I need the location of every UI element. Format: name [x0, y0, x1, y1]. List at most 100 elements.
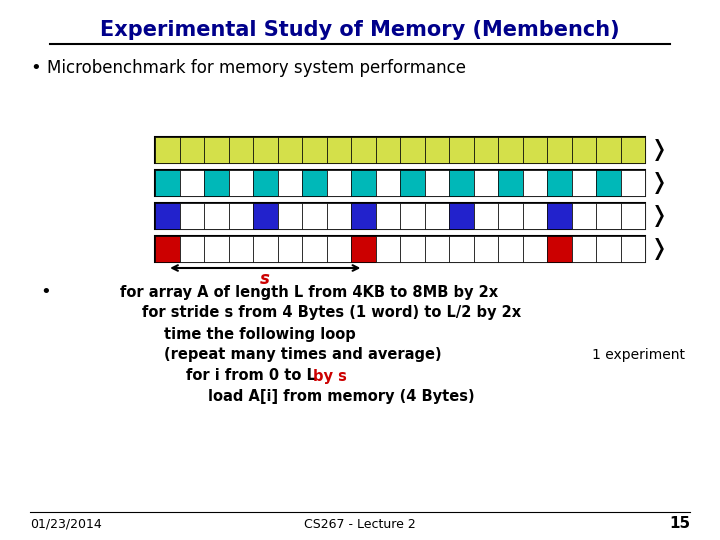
- Bar: [277, 203, 302, 229]
- Text: ❭: ❭: [650, 139, 669, 161]
- Bar: [228, 137, 253, 163]
- Bar: [425, 137, 449, 163]
- Bar: [474, 203, 498, 229]
- Bar: [449, 137, 474, 163]
- Bar: [351, 170, 376, 196]
- Text: for i from 0 to L: for i from 0 to L: [186, 368, 321, 383]
- Bar: [425, 236, 449, 262]
- Bar: [474, 137, 498, 163]
- Text: Experimental Study of Memory (Membench): Experimental Study of Memory (Membench): [100, 20, 620, 40]
- Bar: [547, 137, 572, 163]
- Bar: [277, 170, 302, 196]
- Bar: [498, 170, 523, 196]
- Bar: [400, 236, 425, 262]
- Bar: [400, 137, 425, 163]
- Bar: [179, 203, 204, 229]
- Bar: [351, 203, 376, 229]
- Bar: [376, 236, 400, 262]
- Bar: [523, 236, 547, 262]
- Bar: [449, 236, 474, 262]
- Bar: [204, 203, 228, 229]
- Bar: [498, 137, 523, 163]
- Text: 15: 15: [669, 516, 690, 531]
- Bar: [179, 170, 204, 196]
- Bar: [204, 170, 228, 196]
- Text: CS267 - Lecture 2: CS267 - Lecture 2: [304, 517, 416, 530]
- Bar: [155, 137, 179, 163]
- Text: for stride s from 4 Bytes (1 word) to L/2 by 2x: for stride s from 4 Bytes (1 word) to L/…: [142, 306, 521, 321]
- Bar: [376, 137, 400, 163]
- Bar: [155, 203, 645, 229]
- Bar: [572, 203, 596, 229]
- Bar: [228, 170, 253, 196]
- Bar: [253, 137, 277, 163]
- Bar: [326, 137, 351, 163]
- Text: s: s: [261, 270, 270, 288]
- Bar: [449, 203, 474, 229]
- Bar: [498, 236, 523, 262]
- Bar: [155, 236, 645, 262]
- Bar: [228, 236, 253, 262]
- Text: •: •: [40, 283, 50, 301]
- Bar: [523, 170, 547, 196]
- Bar: [204, 236, 228, 262]
- Bar: [621, 137, 645, 163]
- Bar: [326, 170, 351, 196]
- Bar: [621, 170, 645, 196]
- Text: time the following loop: time the following loop: [164, 327, 356, 341]
- Bar: [155, 170, 645, 196]
- Bar: [155, 236, 179, 262]
- Bar: [253, 203, 277, 229]
- Bar: [474, 170, 498, 196]
- Bar: [547, 170, 572, 196]
- Text: (repeat many times and average): (repeat many times and average): [164, 348, 441, 362]
- Text: ❭: ❭: [650, 172, 669, 194]
- Bar: [376, 170, 400, 196]
- Bar: [596, 170, 621, 196]
- Bar: [596, 203, 621, 229]
- Bar: [400, 170, 425, 196]
- Bar: [523, 137, 547, 163]
- Text: load A[i] from memory (4 Bytes): load A[i] from memory (4 Bytes): [208, 389, 474, 404]
- Bar: [547, 236, 572, 262]
- Text: 1 experiment: 1 experiment: [592, 348, 685, 362]
- Bar: [204, 137, 228, 163]
- Bar: [179, 236, 204, 262]
- Text: •: •: [30, 59, 41, 77]
- Bar: [400, 203, 425, 229]
- Bar: [277, 137, 302, 163]
- Bar: [523, 203, 547, 229]
- Bar: [449, 170, 474, 196]
- Bar: [498, 203, 523, 229]
- Bar: [228, 203, 253, 229]
- Bar: [253, 236, 277, 262]
- Bar: [572, 170, 596, 196]
- Bar: [596, 236, 621, 262]
- Text: ❭: ❭: [650, 205, 669, 227]
- Bar: [474, 236, 498, 262]
- Bar: [376, 203, 400, 229]
- Bar: [596, 137, 621, 163]
- Bar: [302, 236, 326, 262]
- Bar: [572, 137, 596, 163]
- Bar: [155, 137, 645, 163]
- Bar: [621, 203, 645, 229]
- Text: 01/23/2014: 01/23/2014: [30, 517, 102, 530]
- Bar: [425, 203, 449, 229]
- Bar: [155, 170, 179, 196]
- Bar: [351, 137, 376, 163]
- Text: Microbenchmark for memory system performance: Microbenchmark for memory system perform…: [47, 59, 466, 77]
- Bar: [302, 203, 326, 229]
- Bar: [302, 170, 326, 196]
- Bar: [547, 203, 572, 229]
- Text: by s: by s: [313, 368, 347, 383]
- Bar: [326, 203, 351, 229]
- Bar: [155, 203, 179, 229]
- Bar: [425, 170, 449, 196]
- Bar: [277, 236, 302, 262]
- Bar: [179, 137, 204, 163]
- Bar: [351, 236, 376, 262]
- Bar: [326, 236, 351, 262]
- Bar: [621, 236, 645, 262]
- Text: for array A of length L from 4KB to 8MB by 2x: for array A of length L from 4KB to 8MB …: [120, 285, 498, 300]
